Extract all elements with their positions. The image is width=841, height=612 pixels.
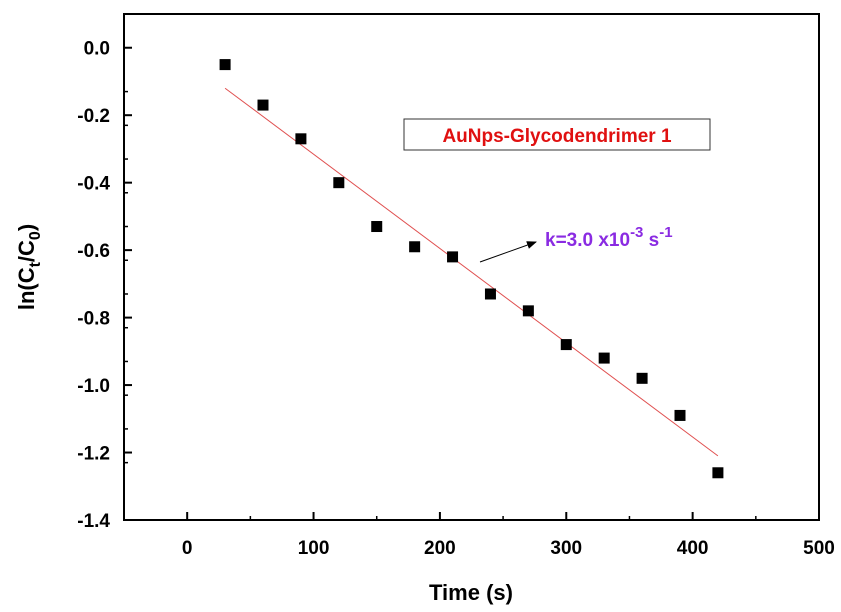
x-tick-label: 300 [550,538,582,559]
y-tick-label: -0.6 [77,241,110,262]
y-title-sub1: t [27,261,44,267]
data-point [560,339,572,351]
data-point [409,241,421,253]
y-tick-label: -0.4 [77,174,110,195]
y-title-prefix: ln(C [14,267,39,310]
x-tick-label: 500 [803,538,835,559]
y-title-suffix: ) [14,224,39,231]
annotation-text: k=3.0 x10-3 s-1 [545,224,673,251]
y-tick-label: -0.8 [77,309,110,330]
x-axis-ticks: 0 100 200 300 400 500 [123,512,835,559]
fit-line [224,87,719,457]
x-tick-label: 0 [182,538,193,559]
x-axis-title: Time (s) [429,580,513,605]
data-point [636,372,648,384]
data-point [674,409,686,421]
data-point [295,133,307,145]
annotation-arrow [479,241,537,263]
x-tick-label: 400 [677,538,709,559]
data-point [371,221,383,233]
data-point [333,177,345,189]
x-tick-label: 100 [298,538,330,559]
data-points [219,59,724,479]
y-tick-label: -1.2 [77,444,110,465]
rate-constant-annotation: k=3.0 x10-3 s-1 [479,224,673,263]
data-point [219,59,231,71]
annotation-exp2: -1 [659,224,672,241]
y-title-mid: /C [14,240,39,262]
data-point [522,305,534,317]
annotation-unit: s [643,230,659,251]
legend-label: AuNps-Glycodendrimer 1 [442,126,672,147]
annotation-main: k=3.0 x10 [545,230,630,251]
y-axis-ticks: 0.0 -0.2 -0.4 -0.6 -0.8 -1.0 -1.2 -1.4 [77,39,132,532]
data-point [484,288,496,300]
data-point [257,99,269,111]
y-title-sub2: 0 [27,231,44,240]
data-point [447,251,459,263]
y-tick-label: 0.0 [84,39,110,60]
annotation-exp1: -3 [630,224,643,241]
legend-box [403,118,711,151]
plot-frame [123,13,820,521]
x-tick-label: 200 [424,538,456,559]
legend: AuNps-Glycodendrimer 1 [403,118,711,151]
data-point [598,352,610,364]
y-tick-label: -0.2 [77,106,110,127]
y-tick-label: -1.0 [77,376,110,397]
y-axis-title: ln(Ct/C0) [14,224,44,310]
y-tick-label: -1.4 [77,511,110,532]
data-point [712,467,724,479]
